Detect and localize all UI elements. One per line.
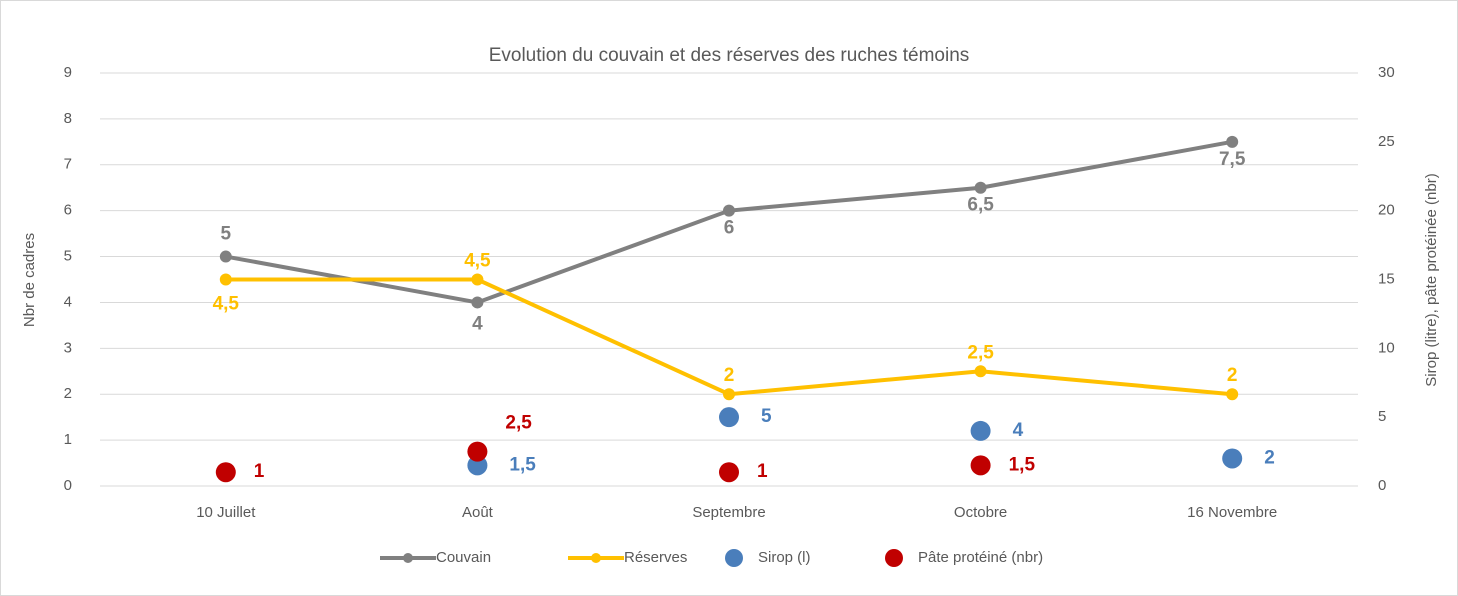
y2-tick-label: 25 xyxy=(1378,133,1395,150)
y2-axis-title: Sirop (litre), pâte protéinée (nbr) xyxy=(1423,173,1440,386)
point xyxy=(219,273,232,286)
data-label: 4 xyxy=(1013,420,1024,441)
legend-label: Sirop (l) xyxy=(758,549,811,566)
x-tick-label: Août xyxy=(462,504,494,521)
x-tick-label: 10 Juillet xyxy=(196,504,256,521)
x-tick-label: 16 Novembre xyxy=(1187,504,1277,521)
data-label: 1 xyxy=(254,461,265,482)
y-tick-label: 8 xyxy=(64,110,72,127)
y2-tick-label: 30 xyxy=(1378,64,1395,81)
point xyxy=(723,204,735,217)
y-tick-label: 3 xyxy=(64,339,72,356)
data-label: 1 xyxy=(757,461,768,482)
legend-marker xyxy=(403,553,413,563)
point xyxy=(467,441,488,462)
legend-label: Pâte protéiné (nbr) xyxy=(918,549,1043,566)
x-tick-label: Octobre xyxy=(954,504,1007,521)
legend-marker xyxy=(885,549,903,567)
data-label: 1,5 xyxy=(509,454,536,475)
data-label: 4,5 xyxy=(213,294,240,315)
point xyxy=(215,462,236,483)
y-tick-label: 7 xyxy=(64,156,72,173)
data-label: 2,5 xyxy=(967,342,994,363)
data-label: 1,5 xyxy=(1009,454,1036,475)
data-label: 5 xyxy=(221,224,232,245)
point xyxy=(471,296,484,309)
point xyxy=(970,455,991,476)
y2-tick-label: 5 xyxy=(1378,408,1386,425)
y-tick-label: 5 xyxy=(64,248,72,265)
data-label: 6 xyxy=(724,218,735,239)
point xyxy=(974,181,987,194)
data-label: 2 xyxy=(1227,365,1238,386)
point xyxy=(1226,135,1239,148)
legend-label: Réserves xyxy=(624,549,687,566)
legend-marker xyxy=(725,549,743,567)
point xyxy=(723,388,735,401)
y2-tick-label: 15 xyxy=(1378,270,1395,287)
y-axis-title: Nbr de cadres xyxy=(21,233,38,327)
legend-label: Couvain xyxy=(436,549,491,566)
data-label: 2,5 xyxy=(505,413,532,434)
point xyxy=(719,407,739,428)
y-tick-label: 4 xyxy=(64,293,72,310)
y-tick-label: 0 xyxy=(64,477,72,494)
point xyxy=(467,455,488,476)
data-label: 6,5 xyxy=(967,195,994,216)
y2-tick-label: 20 xyxy=(1378,202,1395,219)
y-tick-label: 6 xyxy=(64,202,72,219)
data-label: 4,5 xyxy=(464,251,491,272)
chart-title: Evolution du couvain et des réserves des… xyxy=(489,45,970,66)
x-tick-label: Septembre xyxy=(692,504,765,521)
data-label: 2 xyxy=(1264,447,1275,468)
legend-marker xyxy=(591,553,601,563)
data-label: 4 xyxy=(472,313,483,334)
y-tick-label: 1 xyxy=(64,431,72,448)
point xyxy=(974,365,987,378)
point xyxy=(970,420,991,441)
y2-tick-label: 0 xyxy=(1378,477,1386,494)
point xyxy=(471,273,484,286)
data-label: 7,5 xyxy=(1219,149,1246,170)
point xyxy=(1222,448,1243,469)
point xyxy=(719,462,739,483)
data-label: 5 xyxy=(761,406,772,427)
point xyxy=(1226,388,1239,401)
point xyxy=(219,250,232,263)
y2-tick-label: 10 xyxy=(1378,339,1395,356)
y-tick-label: 2 xyxy=(64,385,72,402)
data-label: 2 xyxy=(724,365,735,386)
y-tick-label: 9 xyxy=(64,64,72,81)
